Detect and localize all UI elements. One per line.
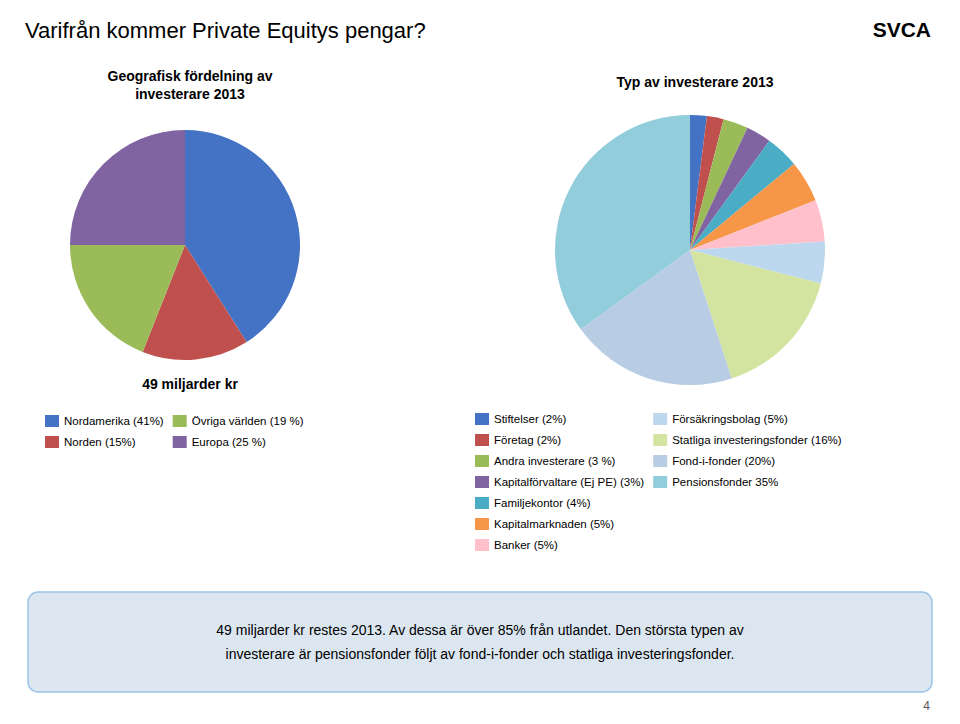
svg-text:Banker (5%): Banker (5%): [494, 539, 558, 551]
svg-text:Norden (15%): Norden (15%): [64, 436, 136, 448]
svg-text:Andra investerare (3 %): Andra investerare (3 %): [494, 455, 616, 467]
svg-text:Europa (25 %): Europa (25 %): [192, 436, 266, 448]
svg-text:Typ av investerare 2013: Typ av investerare 2013: [617, 74, 774, 90]
svg-text:Försäkringsbolag (5%): Försäkringsbolag (5%): [672, 413, 788, 425]
svg-text:Stiftelser (2%): Stiftelser (2%): [494, 413, 566, 425]
svg-text:49 miljarder kr: 49 miljarder kr: [142, 376, 238, 392]
svg-text:49 miljarder kr restes 2013. A: 49 miljarder kr restes 2013. Av dessa är…: [216, 622, 743, 638]
svg-text:4: 4: [923, 699, 930, 713]
svg-text:Företag (2%): Företag (2%): [494, 434, 561, 446]
svg-text:Statliga investeringsfonder (1: Statliga investeringsfonder (16%): [672, 434, 842, 446]
svg-text:SVCA: SVCA: [873, 18, 931, 41]
svg-text:Varifrån kommer Private Equity: Varifrån kommer Private Equitys pengar?: [25, 18, 426, 43]
svg-text:Nordamerika (41%): Nordamerika (41%): [64, 415, 164, 427]
svg-text:Övriga världen (19 %): Övriga världen (19 %): [192, 415, 304, 427]
svg-text:Geografisk fördelning av: Geografisk fördelning av: [108, 68, 273, 84]
svg-text:investerare 2013: investerare 2013: [135, 86, 245, 102]
svg-text:Fond-i-fonder (20%): Fond-i-fonder (20%): [672, 455, 775, 467]
svg-text:Familjekontor (4%): Familjekontor (4%): [494, 497, 591, 509]
svg-text:investerare är pensionsfonder: investerare är pensionsfonder följt av f…: [226, 646, 735, 662]
svg-text:Pensionsfonder 35%: Pensionsfonder 35%: [672, 476, 778, 488]
svg-text:Kapitalmarknaden (5%): Kapitalmarknaden (5%): [494, 518, 614, 530]
svg-text:Kapitalförvaltare (Ej PE) (3%): Kapitalförvaltare (Ej PE) (3%): [494, 476, 644, 488]
